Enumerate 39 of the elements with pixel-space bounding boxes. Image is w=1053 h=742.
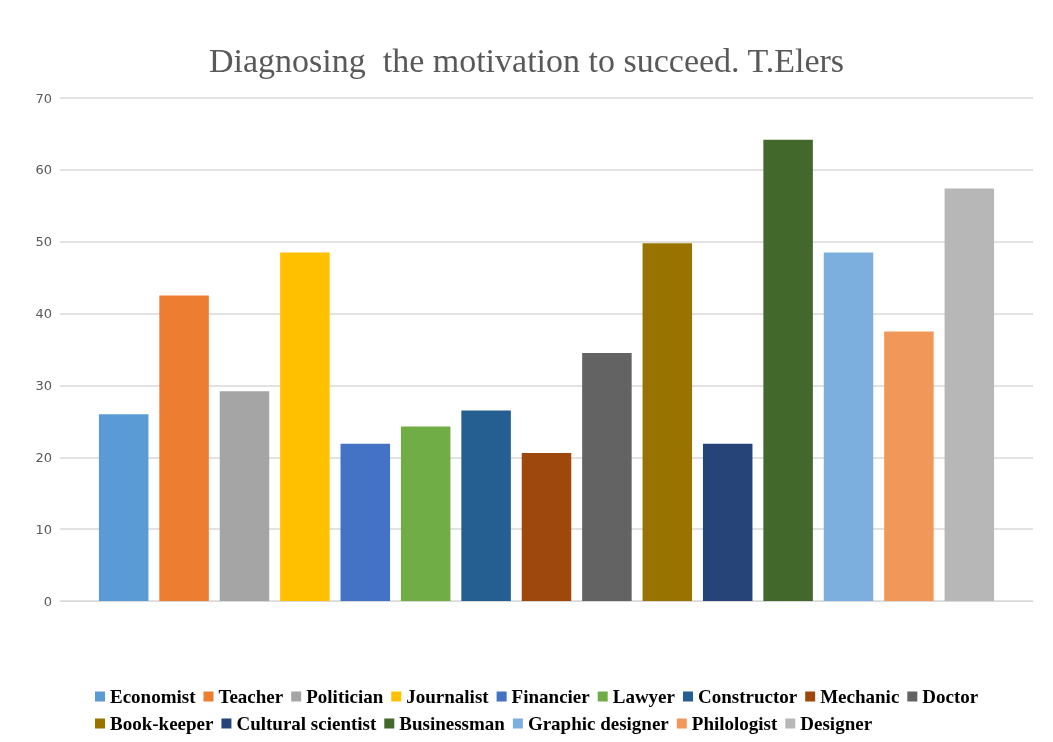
bar <box>642 243 693 601</box>
legend-label: Constructor <box>697 686 798 707</box>
y-tick-label: 0 <box>43 593 52 609</box>
bar <box>521 452 572 601</box>
bar <box>400 426 451 601</box>
bar <box>823 252 874 601</box>
legend-label: Doctor <box>922 686 979 707</box>
bar <box>98 414 149 601</box>
y-tick-label: 70 <box>35 90 52 106</box>
bar <box>219 391 270 601</box>
y-tick-label: 10 <box>35 521 52 537</box>
legend-label: Mechanic <box>820 686 900 707</box>
bar <box>884 331 934 601</box>
legend-label: Graphic designer <box>527 713 670 734</box>
bar <box>280 252 330 601</box>
bar <box>763 139 813 601</box>
legend-label: Politician <box>306 686 384 707</box>
y-tick-label: 60 <box>35 162 52 178</box>
legend-label: Economist <box>110 686 197 707</box>
legend-label: Philologist <box>691 713 778 734</box>
y-tick-label: 50 <box>35 234 52 250</box>
chart-title: Diagnosing the motivation to succeed. T.Elers <box>208 41 845 79</box>
bar <box>702 443 753 601</box>
legend-label: Cultural scientist <box>236 713 377 734</box>
bar <box>944 188 995 601</box>
legend-label: Book-keeper <box>110 713 214 734</box>
legend-label: Teacher <box>218 686 284 707</box>
y-tick-label: 30 <box>35 377 52 393</box>
y-tick-label: 20 <box>35 449 52 465</box>
bar <box>159 295 209 601</box>
bar <box>461 410 511 601</box>
legend-label: Businessman <box>399 713 506 734</box>
legend-label: Financier <box>511 686 591 707</box>
legend-label: Designer <box>800 713 873 734</box>
bar <box>340 443 391 601</box>
legend-label: Lawyer <box>612 686 676 707</box>
y-tick-label: 40 <box>35 306 52 322</box>
bar <box>582 353 632 601</box>
legend-label: Journalist <box>406 686 490 707</box>
